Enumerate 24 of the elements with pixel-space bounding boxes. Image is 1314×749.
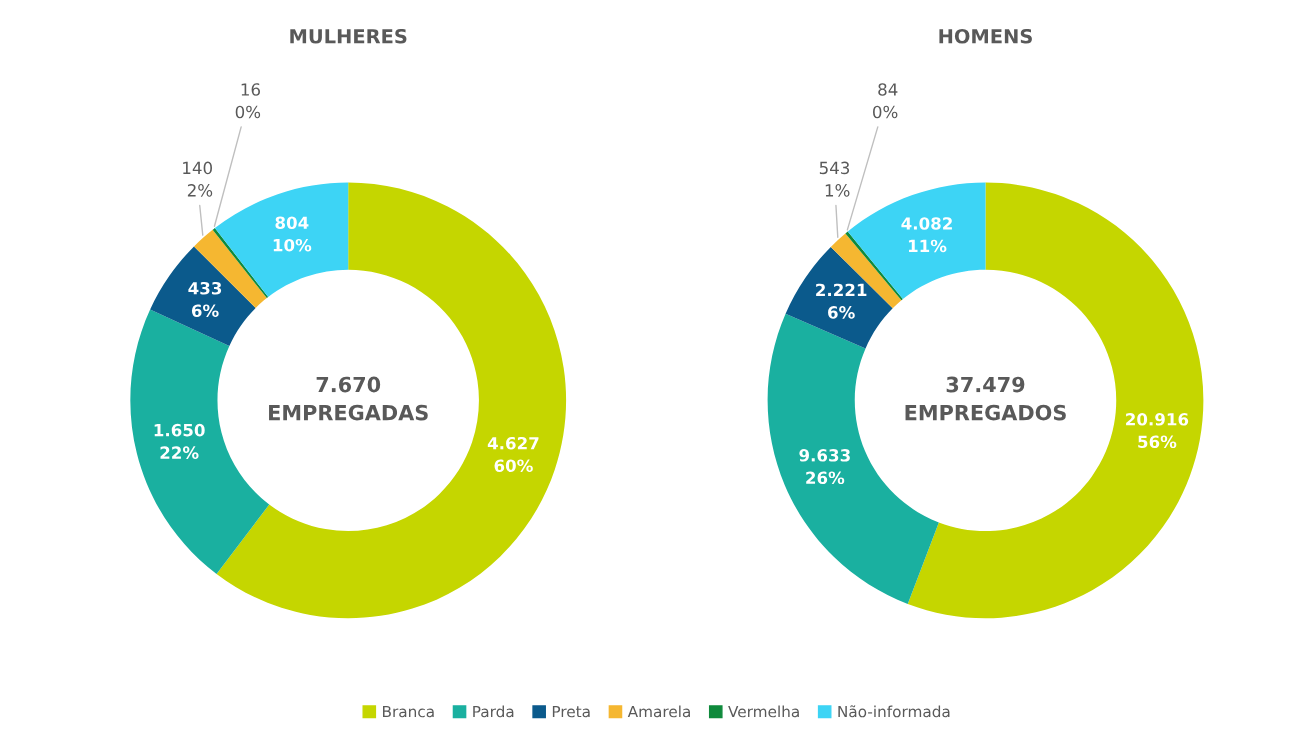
text: 7.670 EMPREGADAS xyxy=(269,376,428,421)
chart-title: MULHERES xyxy=(290,28,407,44)
data-label: 16 0% xyxy=(235,83,261,119)
data-label: 140 2% xyxy=(183,161,213,197)
legend-label: Não-informada xyxy=(838,705,950,718)
data-label: 4.627 60% xyxy=(487,436,539,472)
donut-slice xyxy=(785,246,893,349)
data-label: 9.633 26% xyxy=(799,449,850,485)
data-label: 4.082 11% xyxy=(901,217,952,253)
legend-label: Amarela xyxy=(627,705,690,718)
data-label: 20.916 56% xyxy=(1126,413,1189,449)
legend-label: Vermelha xyxy=(728,705,799,718)
legend-label: Branca xyxy=(383,705,434,718)
legend-label: Preta xyxy=(552,705,590,718)
data-label: 433 6% xyxy=(188,281,222,318)
data-label: 543 1% xyxy=(819,161,850,197)
donut-slice xyxy=(150,246,256,346)
data-label: 84 0% xyxy=(873,83,898,119)
data-label: 804 10% xyxy=(273,216,312,252)
chart-title: HOMENS xyxy=(939,28,1032,44)
legend-label: Parda xyxy=(473,705,514,718)
data-label: 1.650 22% xyxy=(154,423,205,459)
text: 37.479 EMPREGADOS xyxy=(905,376,1066,421)
data-label: 2.221 6% xyxy=(816,283,867,319)
